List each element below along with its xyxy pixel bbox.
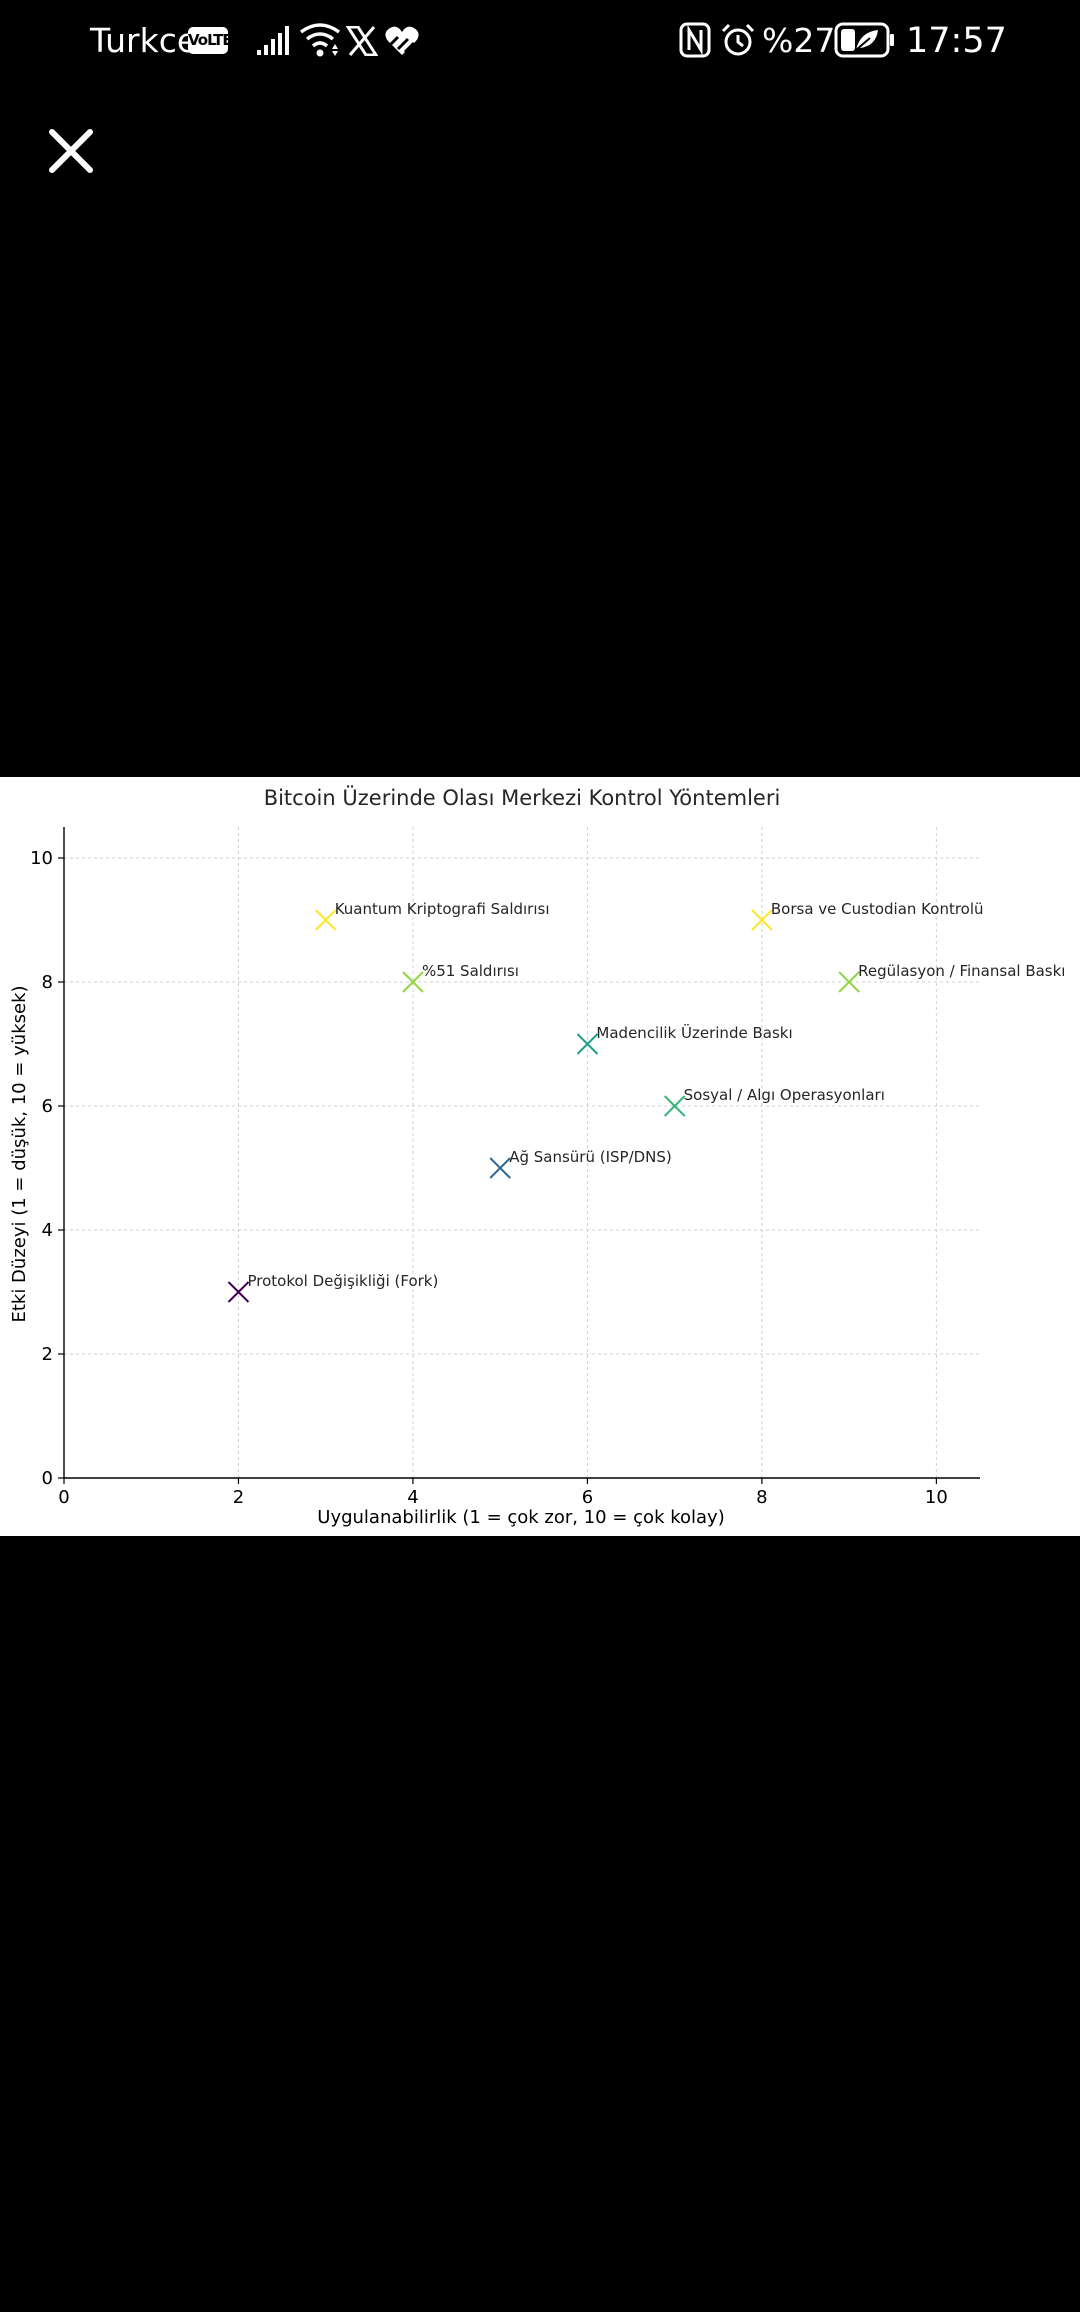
x-app-icon [346,26,378,56]
x-tick-label: 8 [756,1487,767,1508]
y-tick-label: 10 [30,848,53,869]
data-point: %51 Saldırısı [402,962,519,993]
x-marker [489,1157,511,1179]
x-marker [663,1095,686,1117]
x-tick-label: 0 [58,1487,69,1508]
close-icon [49,129,93,173]
status-bar: Turkcell VoLTE %27 17:5 [0,0,1080,82]
x-marker [315,909,337,931]
y-tick-label: 0 [42,1468,53,1489]
y-axis-label: Etki Düzeyi (1 = düşük, 10 = yüksek) [9,985,30,1322]
data-point: Sosyal / Algı Operasyonları [663,1086,885,1117]
signal-icon [257,26,289,55]
alarm-icon [721,23,755,56]
point-label: Kuantum Kriptografi Saldırısı [335,900,550,918]
data-point: Ağ Sansürü (ISP/DNS) [489,1148,672,1179]
x-axis-label: Uygulanabilirlik (1 = çok zor, 10 = çok … [317,1507,724,1528]
x-marker [751,909,773,931]
point-label: Ağ Sansürü (ISP/DNS) [509,1148,672,1166]
data-point: Madencilik Üzerinde Baskı [576,1023,793,1055]
x-marker [227,1281,250,1303]
x-marker [402,971,424,993]
point-label: Protokol Değişikliği (Fork) [247,1272,438,1290]
point-label: Sosyal / Algı Operasyonları [684,1086,885,1104]
chart-title: Bitcoin Üzerinde Olası Merkezi Kontrol Y… [264,785,781,810]
nfc-icon [679,22,711,58]
data-point: Kuantum Kriptografi Saldırısı [315,900,550,931]
battery-saver-icon [834,22,894,58]
x-tick-label: 6 [582,1487,593,1508]
y-tick-label: 4 [42,1220,53,1241]
clock: 17:57 [906,21,1007,61]
battery-percent: %27 [762,21,836,60]
x-tick-label: 10 [925,1487,948,1508]
data-point: Borsa ve Custodian Kontrolü [751,900,984,931]
health-app-icon [385,26,419,55]
volte-badge: VoLTE [188,27,233,54]
y-tick-label: 8 [42,972,53,993]
scatter-chart: 0 2 4 6 8 10 0 2 4 6 8 10 Protokol Değişikliği (For… [9,785,1065,1528]
x-marker [838,971,860,993]
x-tick-label: 2 [233,1487,244,1508]
close-button[interactable] [42,122,100,180]
data-points: Protokol Değişikliği (Fork) Ağ Sansürü (I… [227,900,1065,1303]
axes: 0 2 4 6 8 10 0 2 4 6 8 10 [30,827,980,1508]
viewer-image[interactable]: 0 2 4 6 8 10 0 2 4 6 8 10 Protokol Değişikliği (For… [0,777,1080,1536]
y-tick-label: 6 [42,1096,53,1117]
point-label: Regülasyon / Finansal Baskı [858,962,1065,980]
x-tick-label: 4 [407,1487,418,1508]
y-tick-label: 2 [42,1344,53,1365]
point-label: Borsa ve Custodian Kontrolü [771,900,984,918]
data-point: Protokol Değişikliği (Fork) [227,1272,438,1303]
wifi-icon [299,23,341,57]
point-label: Madencilik Üzerinde Baskı [596,1023,792,1042]
point-label: %51 Saldırısı [422,962,519,980]
data-point: Regülasyon / Finansal Baskı [838,962,1065,993]
x-marker [576,1033,599,1055]
